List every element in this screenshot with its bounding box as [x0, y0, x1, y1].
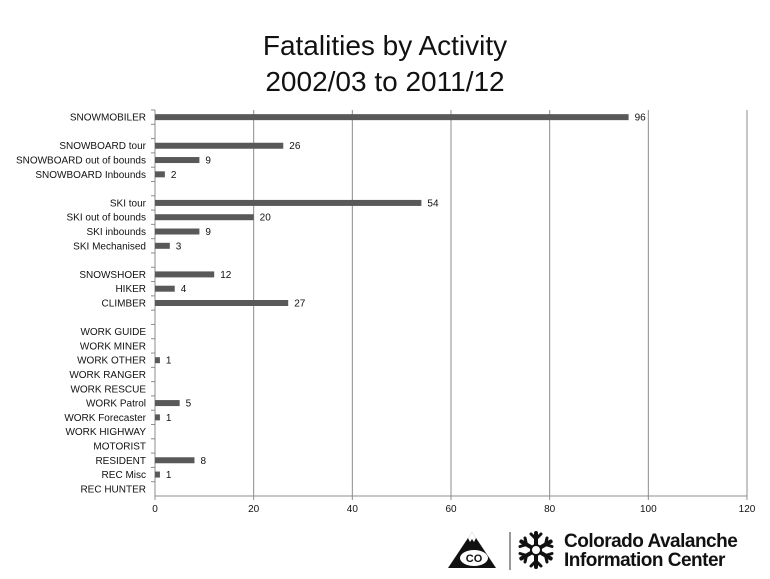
bar: [155, 199, 422, 206]
y-category-label: REC Misc: [102, 470, 146, 481]
x-tick-label: 20: [248, 504, 260, 515]
snowflake-icon: [518, 531, 554, 569]
data-label: 8: [200, 456, 206, 467]
y-category-label: WORK HIGHWAY: [65, 427, 146, 438]
bar: [155, 214, 254, 221]
y-category-label: WORK OTHER: [77, 356, 146, 367]
logo-line-2: Information Center: [564, 550, 725, 571]
x-tick-label: 40: [347, 504, 359, 515]
y-category-label: WORK GUIDE: [80, 327, 146, 338]
bar: [155, 300, 289, 306]
mountain-co-icon: CO: [448, 532, 496, 568]
y-category-label: HIKER: [115, 284, 146, 295]
bar: [155, 228, 200, 235]
x-tick-label: 100: [640, 504, 657, 515]
y-category-label: WORK RESCUE: [70, 384, 146, 395]
bar: [155, 142, 284, 149]
x-tick-label: 60: [445, 504, 457, 515]
y-category-label: CLIMBER: [102, 299, 146, 310]
chart-title-line-2: 2002/03 to 2011/12: [265, 66, 505, 97]
data-label: 9: [205, 227, 211, 238]
y-category-label: WORK Forecaster: [64, 413, 146, 424]
logo-line-1: Colorado Avalanche: [564, 531, 738, 552]
y-category-label: REC HUNTER: [80, 484, 146, 495]
data-label: 1: [166, 470, 172, 481]
logo-wordmark: Colorado Avalanche Information Center: [564, 531, 738, 571]
caic-logo: CO Colorado Avalanche Information Center: [446, 528, 766, 574]
y-category-label: SNOWBOARD out of bounds: [16, 156, 146, 167]
y-category-label: SNOWMOBILER: [70, 113, 146, 124]
y-category-label: SKI out of bounds: [66, 213, 146, 224]
chart-title-line-1: Fatalities by Activity: [262, 30, 508, 61]
x-tick-label: 80: [544, 504, 556, 515]
data-label: 20: [260, 213, 272, 224]
bar: [155, 242, 170, 249]
x-tick-label: 120: [739, 504, 756, 515]
data-label: 54: [427, 198, 439, 209]
chart-title: Fatalities by Activity 2002/03 to 2011/1…: [0, 28, 770, 100]
data-label: 5: [186, 399, 192, 410]
y-category-label: SKI Mechanised: [73, 241, 146, 252]
y-category-label: SNOWBOARD Inbounds: [35, 170, 146, 181]
y-category-label: WORK RANGER: [69, 370, 146, 381]
logo-emblems: CO: [448, 531, 554, 570]
bar: [155, 271, 215, 278]
data-label: 1: [166, 356, 172, 367]
x-tick-label: 0: [152, 504, 158, 515]
data-label: 1: [166, 413, 172, 424]
y-category-label: SKI inbounds: [87, 227, 147, 238]
y-category-label: SKI tour: [110, 198, 147, 209]
data-label: 27: [294, 299, 306, 310]
axes: 0 20 40 60 80 100 120: [151, 109, 756, 515]
data-label: 12: [220, 270, 232, 281]
bar: [155, 457, 195, 464]
y-category-label: SNOWSHOER: [79, 270, 146, 281]
bar: [155, 157, 200, 164]
y-category-label: SNOWBOARD tour: [59, 141, 146, 152]
bar: [155, 171, 165, 178]
y-category-label: RESIDENT: [95, 456, 146, 467]
emblem-co-text: CO: [466, 553, 483, 565]
bars: [155, 114, 629, 478]
data-label: 96: [635, 113, 647, 124]
bar: [155, 471, 160, 478]
y-category-label: WORK MINER: [80, 341, 146, 352]
bar: [155, 285, 175, 292]
data-label: 9: [205, 156, 211, 167]
bar: [155, 400, 180, 407]
grid-lines: [253, 110, 748, 496]
y-category-label: WORK Patrol: [86, 399, 146, 410]
bar: [155, 414, 160, 421]
data-label: 4: [181, 284, 187, 295]
bar: [155, 357, 160, 364]
data-label: 2: [171, 170, 177, 181]
bar: [155, 114, 629, 121]
labels: SNOWMOBILER 96 SNOWBOARD tour 26 SNOWBOARD o…: [16, 113, 646, 496]
data-label: 3: [176, 241, 182, 252]
data-label: 26: [289, 141, 301, 152]
y-category-label: MOTORIST: [93, 441, 146, 452]
